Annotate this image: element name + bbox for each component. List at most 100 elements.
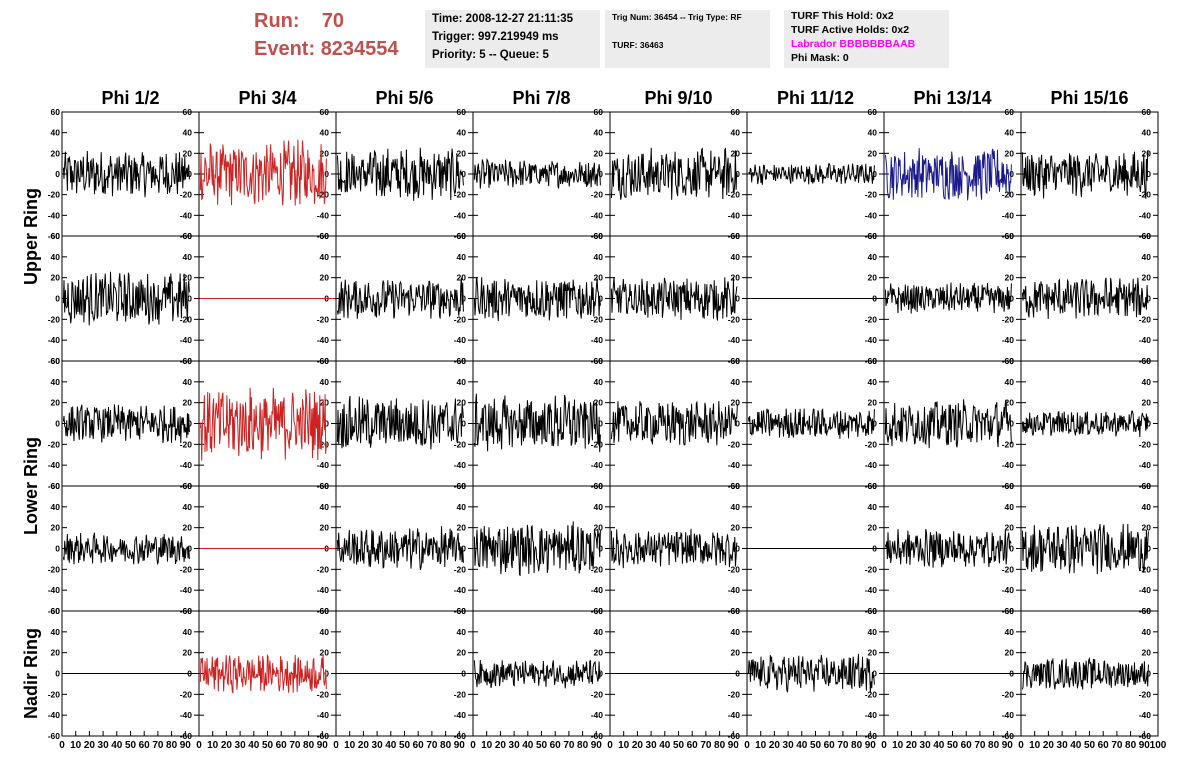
y-tick-label-right: 60 [594, 231, 604, 241]
y-tick-label-right: -20 [454, 314, 467, 324]
y-tick-label-left: 60 [51, 481, 61, 491]
y-tick-label-right: -40 [1002, 210, 1015, 220]
y-tick-label-right: 20 [183, 273, 193, 283]
y-tick-label-right: -20 [728, 439, 741, 449]
x-tick-label: 40 [659, 740, 671, 751]
y-tick-label-right: 20 [183, 148, 193, 158]
y-tick-label-right: 20 [1142, 398, 1152, 408]
y-tick-label-right: 20 [183, 648, 193, 658]
y-tick-label-left: -60 [48, 481, 61, 491]
y-tick-label-right: -20 [1139, 689, 1152, 699]
y-tick-label-right: 40 [183, 252, 193, 262]
y-tick-label-right: 60 [868, 606, 878, 616]
y-tick-label-right: 40 [1005, 502, 1015, 512]
y-tick-label-right: 20 [320, 148, 330, 158]
y-tick-label-right: -20 [865, 564, 878, 574]
y-tick-label-left: -60 [48, 731, 61, 741]
event-label: Event: [254, 38, 316, 60]
x-tick-label: 80 [714, 740, 726, 751]
column-title: Phi 13/14 [913, 88, 991, 108]
y-tick-label-right: -20 [591, 689, 604, 699]
y-tick-label-left: 0 [55, 669, 60, 679]
x-tick-label: 60 [961, 740, 973, 751]
y-tick-label-left: 40 [51, 502, 61, 512]
y-tick-label-right: -20 [1002, 439, 1015, 449]
y-tick-label-right: -40 [865, 335, 878, 345]
y-tick-label-right: 20 [1005, 648, 1015, 658]
y-tick-label-right: -20 [180, 314, 193, 324]
y-tick-label-right: 20 [594, 273, 604, 283]
x-tick-label: 70 [289, 740, 301, 751]
y-tick-label-right: -40 [865, 460, 878, 470]
y-tick-label-right: 20 [457, 273, 467, 283]
y-tick-label-right: 40 [1142, 377, 1152, 387]
y-tick-label-right: 0 [187, 294, 192, 304]
y-tick-label-right: -40 [1139, 210, 1152, 220]
x-tick-label: 0 [1018, 740, 1024, 751]
y-tick-label-right: 60 [1142, 107, 1152, 117]
y-tick-label-right: 60 [594, 606, 604, 616]
x-tick-label: 90 [317, 740, 329, 751]
y-tick-label-right: -20 [454, 190, 467, 200]
waveform-trace [473, 659, 601, 689]
y-tick-label-right: -20 [1139, 314, 1152, 324]
y-tick-label-right: 40 [731, 252, 741, 262]
x-tick-label: 10 [755, 740, 767, 751]
y-tick-label-right: -20 [454, 689, 467, 699]
x-tick-label: 100 [1150, 740, 1167, 751]
y-tick-label-right: 40 [457, 252, 467, 262]
y-tick-label-right: 60 [457, 356, 467, 366]
y-tick-label-left: -20 [48, 314, 61, 324]
x-tick-label: 50 [262, 740, 274, 751]
x-tick-label: 90 [728, 740, 740, 751]
x-tick-label: 30 [920, 740, 932, 751]
y-tick-label-right: -40 [317, 710, 330, 720]
y-tick-label-right: -40 [591, 460, 604, 470]
y-tick-label-right: 20 [320, 398, 330, 408]
y-tick-label-right: -20 [317, 314, 330, 324]
y-tick-label-right: 60 [183, 356, 193, 366]
y-tick-label-right: 40 [1005, 252, 1015, 262]
y-tick-label-right: 40 [594, 627, 604, 637]
y-tick-label-left: 60 [51, 107, 61, 117]
y-tick-label-right: -40 [317, 335, 330, 345]
column-title: Phi 7/8 [512, 88, 570, 108]
x-tick-label: 90 [591, 740, 603, 751]
y-tick-label-right: -60 [1002, 731, 1015, 741]
x-tick-label: 0 [470, 740, 476, 751]
y-tick-label-right: 60 [594, 356, 604, 366]
y-tick-label-right: 0 [1146, 419, 1151, 429]
waveform-trace [884, 282, 1012, 314]
x-tick-label: 30 [372, 740, 384, 751]
y-tick-label-right: -40 [1002, 460, 1015, 470]
waveform-trace [473, 393, 601, 453]
waveform-trace [1021, 523, 1149, 575]
ring-title: Lower Ring [21, 437, 41, 535]
event-line: Event: 8234554 [254, 38, 399, 61]
y-tick-label-right: -40 [317, 460, 330, 470]
y-tick-label-right: 40 [868, 377, 878, 387]
y-tick-label-right: 40 [868, 252, 878, 262]
y-tick-label-right: -40 [728, 460, 741, 470]
y-tick-label-right: 0 [324, 169, 329, 179]
event-value: 8234554 [320, 38, 399, 60]
y-tick-label-right: -40 [317, 210, 330, 220]
y-tick-label-left: 20 [51, 148, 61, 158]
waveform-trace [62, 404, 190, 444]
y-tick-label-right: -20 [865, 439, 878, 449]
x-tick-label: 30 [646, 740, 658, 751]
y-tick-label-right: 60 [183, 606, 193, 616]
time-text: Time: 2008-12-27 21:11:35 [432, 13, 574, 25]
x-tick-label: 50 [536, 740, 548, 751]
x-tick-label: 50 [399, 740, 411, 751]
trig-info-box: Trig Num: 36454 -- Trig Type: RF TURF: 3… [605, 10, 770, 68]
x-tick-label: 70 [1111, 740, 1123, 751]
y-tick-label-right: 60 [183, 481, 193, 491]
column-title: Phi 15/16 [1050, 88, 1128, 108]
y-tick-label-right: 60 [1005, 481, 1015, 491]
y-tick-label-left: 40 [51, 128, 61, 138]
x-tick-label: 60 [1098, 740, 1110, 751]
y-tick-label-right: 60 [1142, 356, 1152, 366]
y-tick-label-right: -40 [865, 585, 878, 595]
x-tick-label: 30 [1057, 740, 1069, 751]
